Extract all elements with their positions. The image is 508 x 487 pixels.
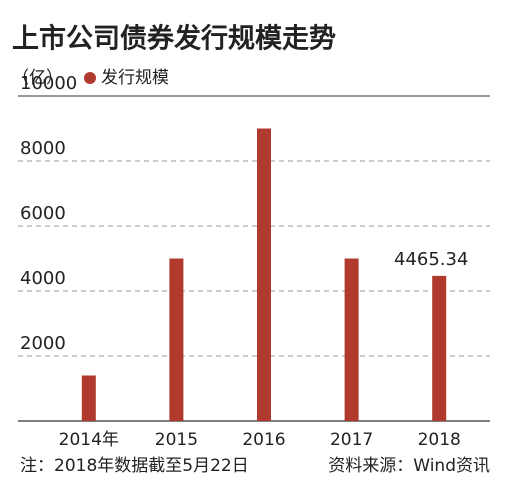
bar — [432, 275, 447, 421]
bar — [257, 128, 271, 421]
y-tick-label: 8000 — [20, 138, 66, 159]
x-tick-label: 2018 — [418, 430, 461, 450]
data-label: 4465.34 — [394, 249, 468, 270]
x-tick-label: 2015 — [155, 430, 198, 450]
unit-label: （亿） — [12, 68, 63, 88]
chart-title: 上市公司债券发行规模走势 — [12, 23, 336, 55]
source: 资料来源：Wind资讯 — [328, 456, 490, 476]
y-tick-label: 6000 — [20, 203, 66, 224]
bar — [344, 258, 359, 421]
note: 注：2018年数据截至5月22日 — [20, 456, 249, 476]
x-tick-label: 2014年 — [59, 430, 119, 450]
y-tick-label: 4000 — [20, 268, 66, 289]
y-tick-label: 2000 — [20, 333, 66, 354]
x-tick-label: 2017 — [330, 430, 373, 450]
legend-swatch — [84, 72, 96, 84]
legend-label: 发行规模 — [101, 68, 169, 88]
x-tick-label: 2016 — [242, 430, 285, 450]
y-tick-label: 10000 — [20, 73, 77, 94]
bar — [81, 375, 96, 421]
bar — [169, 258, 184, 421]
